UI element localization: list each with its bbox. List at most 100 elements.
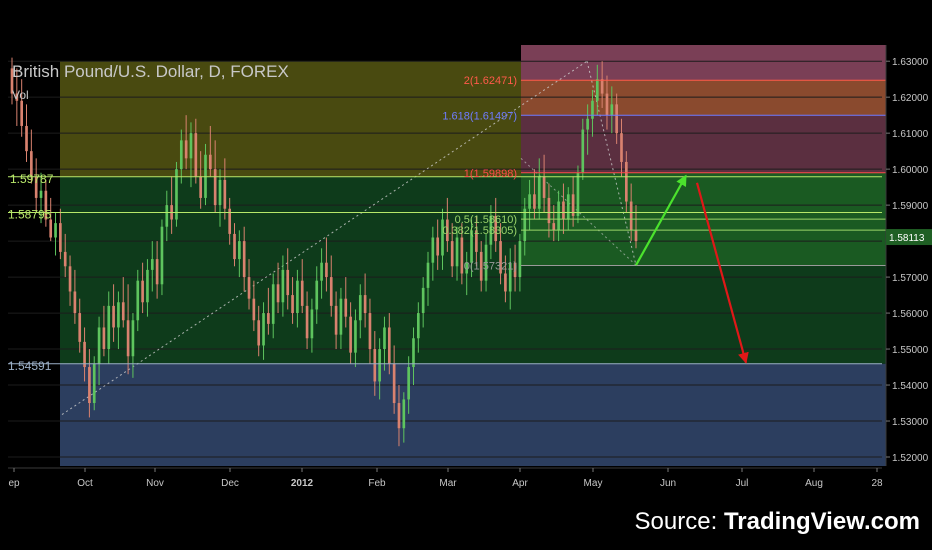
candle-body <box>218 179 222 206</box>
candle-body <box>344 298 348 317</box>
candle <box>504 255 507 303</box>
candle <box>247 259 251 310</box>
price-zones <box>60 45 886 466</box>
candle <box>421 277 425 328</box>
candle-body <box>112 305 115 328</box>
candle-body <box>233 233 236 260</box>
candle-body <box>542 176 546 198</box>
candle-body <box>392 363 396 404</box>
candle <box>63 233 67 278</box>
candle <box>581 118 585 180</box>
candle <box>523 197 527 256</box>
candle-body <box>634 230 638 242</box>
candle <box>450 223 454 278</box>
candle-body <box>276 284 280 303</box>
candle-body <box>184 140 188 159</box>
candle-body <box>281 269 285 303</box>
candle-body <box>291 295 294 314</box>
candle <box>518 233 522 292</box>
candle <box>605 75 609 130</box>
candle-body <box>431 237 435 263</box>
candle <box>528 179 531 231</box>
candle-body <box>39 190 43 198</box>
candle-body <box>223 179 227 209</box>
candle <box>315 266 319 324</box>
candle-body <box>624 161 628 202</box>
projection-arrows <box>635 174 749 364</box>
candle-body <box>107 305 111 350</box>
candle <box>97 316 101 386</box>
candle-body <box>363 295 367 314</box>
fib-level-label: 1.618(1.61497) <box>442 110 517 122</box>
candle <box>475 215 478 267</box>
candle-body <box>146 269 149 303</box>
candle <box>446 197 449 252</box>
candle <box>155 241 159 299</box>
fib-trend-lines <box>61 60 637 415</box>
candle-body <box>407 367 410 400</box>
candle <box>600 61 604 108</box>
candle <box>228 197 232 245</box>
level-label: 1.54591 <box>8 359 52 373</box>
candle <box>397 385 401 447</box>
candle-body <box>557 201 560 231</box>
zone-projection-red <box>521 80 886 116</box>
candle <box>455 226 459 281</box>
candle-body <box>131 320 135 357</box>
time-tick-label: Apr <box>512 478 528 489</box>
candle <box>136 269 140 332</box>
candle-body <box>213 169 217 206</box>
candle-body <box>484 244 488 281</box>
candle <box>150 241 154 292</box>
candle <box>121 277 125 328</box>
candle-body <box>349 316 352 353</box>
candle <box>30 129 33 184</box>
candle-body <box>310 309 314 339</box>
candle-body <box>339 298 343 335</box>
candle <box>88 349 91 418</box>
zone-projection-mid <box>521 115 886 173</box>
candle-body <box>30 151 33 177</box>
candle <box>141 262 144 314</box>
candle <box>83 327 86 382</box>
candle-body <box>383 327 386 350</box>
candle-body <box>537 176 541 209</box>
chart-gridlines <box>8 60 882 458</box>
candle-body <box>117 302 120 328</box>
candle <box>479 241 483 292</box>
horizontal-levels: 1.59787 1.58795 1.54591 <box>8 172 882 373</box>
candle <box>470 219 473 278</box>
candle <box>339 287 343 350</box>
price-axis[interactable]: 1.630001.620001.610001.600001.590001.580… <box>885 45 932 466</box>
candle <box>257 305 261 357</box>
candle <box>610 86 614 134</box>
candle <box>20 79 24 137</box>
candle-body <box>547 197 551 224</box>
chart-title: British Pound/U.S. Dollar, D, FOREX <box>12 62 289 81</box>
candle-body <box>150 259 154 270</box>
candle <box>160 219 164 296</box>
candle-body <box>97 327 101 364</box>
candle-body <box>286 269 290 296</box>
volume-indicator-label[interactable]: Vol <box>12 88 29 102</box>
candle-body <box>92 363 96 404</box>
down-arrow <box>695 182 749 364</box>
time-axis[interactable]: ep Oct Nov Dec 2012 Feb Mar Apr May Jun Jul Aug 28 <box>8 467 883 489</box>
candle <box>416 302 420 353</box>
price-tick-label: 1.52000 <box>892 453 929 464</box>
candle <box>325 237 328 292</box>
candle-body <box>354 320 357 353</box>
candle <box>242 226 246 292</box>
candle-body <box>54 223 57 238</box>
candle <box>624 151 628 213</box>
candle-body <box>199 176 202 198</box>
candle-body <box>562 201 565 220</box>
candle-body <box>44 190 48 220</box>
price-tick-label: 1.59000 <box>892 201 929 212</box>
time-tick-label: Mar <box>439 478 457 489</box>
candle-body <box>121 302 125 321</box>
candle-body <box>397 403 401 429</box>
candle-body <box>450 241 454 267</box>
candle-body <box>368 313 372 350</box>
